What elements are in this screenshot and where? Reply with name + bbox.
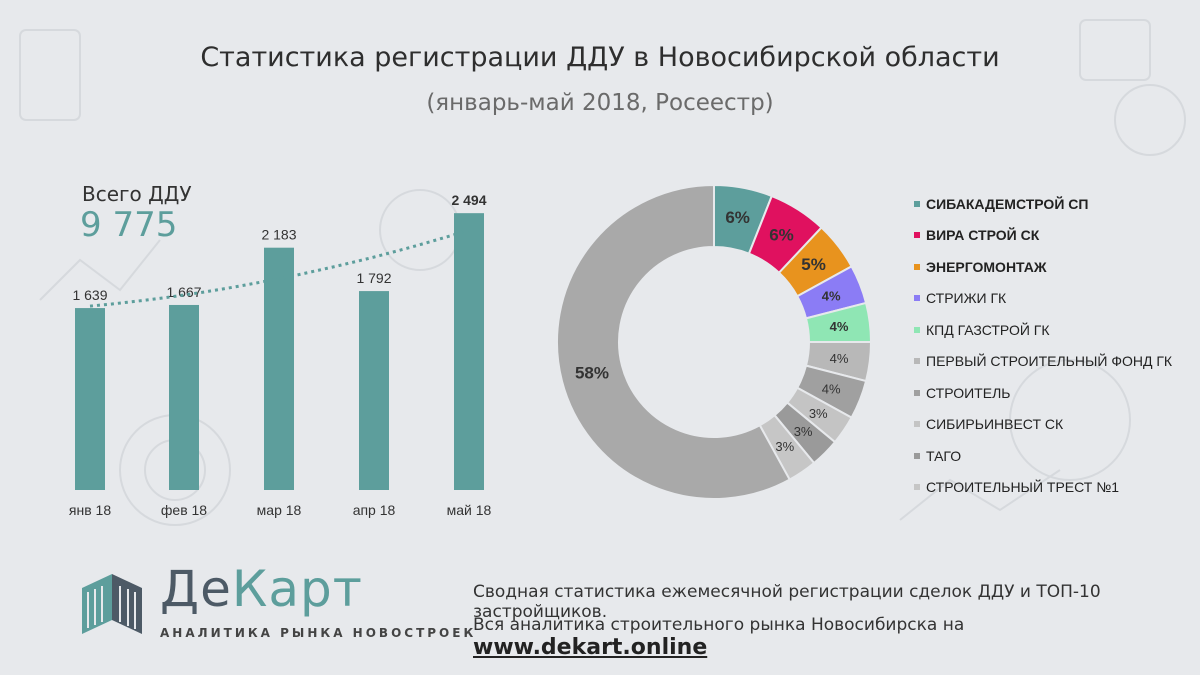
page-title: Статистика регистрации ДДУ в Новосибирск… [200,42,1000,73]
legend-swatch [914,326,920,333]
legend-label: СТРИЖИ ГК [926,290,1007,307]
pie-legend: СИБАКАДЕМСТРОЙ СП ВИРА СТРОЙ СК ЭНЕРГОМОНТ… [914,188,1172,503]
legend-item: КПД ГАЗСТРОЙ ГК [914,314,1172,346]
bar-4 [359,291,389,490]
pie-slice-label: 6% [725,208,750,227]
logo-wordmark-part1: Де [160,560,232,618]
pie-slice-11 [556,183,791,500]
total-label: Всего ДДУ [82,182,192,206]
bar-value-label: 1 792 [356,270,391,286]
legend-item: СИБАКАДЕМСТРОЙ СП [914,188,1172,220]
pie-slice-label: 58% [575,363,609,382]
bar-1 [75,308,105,490]
legend-label: СТРОИТЕЛЬНЫЙ ТРЕСТ №1 [926,479,1120,496]
legend-label: ЭНЕРГОМОНТАЖ [926,258,1047,275]
legend-swatch [914,263,920,270]
footer-line1: Сводная статистика ежемесячной регистрац… [473,582,1101,622]
legend-item: СТРИЖИ ГК [914,283,1172,315]
x-tick-label: фев 18 [161,502,207,518]
logo-wordmark-part2: Карт [231,560,363,618]
legend-swatch [914,295,920,302]
legend-label: ВИРА СТРОЙ СК [926,227,1040,244]
legend-item: СТРОИТЕЛЬ [914,377,1172,409]
pie-slice-label: 4% [830,319,849,334]
legend-swatch [914,200,920,207]
bar-2 [169,304,199,490]
legend-label: КПД ГАЗСТРОЙ ГК [926,321,1050,338]
bar-value-label: 2 494 [451,192,486,208]
bar-value-label: 1 639 [72,287,107,303]
legend-item: ПЕРВЫЙ СТРОИТЕЛЬНЫЙ ФОНД ГК [914,346,1172,378]
bar-5 [454,213,484,490]
legend-swatch [914,389,920,396]
website-link[interactable]: www.dekart.online [473,635,708,660]
legend-item: ЭНЕРГОМОНТАЖ [914,251,1172,283]
legend-label: СТРОИТЕЛЬ [926,384,1011,401]
legend-label: ПЕРВЫЙ СТРОИТЕЛЬНЫЙ ФОНД ГК [926,353,1173,370]
legend-label: СИБИРЬИНВЕСТ СК [926,416,1064,433]
legend-item: ТАГО [914,440,1172,472]
footer-line2-text: Вся аналитика строительного рынка Новоси… [473,615,965,635]
legend-item: ВИРА СТРОЙ СК [914,220,1172,252]
x-tick-label: янв 18 [69,502,111,518]
legend-swatch [914,484,920,491]
legend-item: СТРОИТЕЛЬНЫЙ ТРЕСТ №1 [914,472,1172,504]
pie-slice-label: 5% [801,255,826,274]
trend-line [89,228,470,308]
legend-swatch [914,358,920,365]
logo-wordmark: ДеКарт [160,560,363,618]
x-tick-label: апр 18 [353,502,396,518]
footer-line2: Вся аналитика строительного рынка Новоси… [473,615,1200,660]
pie-slice-label: 4% [830,351,849,366]
page-subtitle: (январь-май 2018, Росеестр) [426,90,774,116]
x-tick-label: мар 18 [257,502,302,518]
legend-swatch [914,232,920,239]
legend-swatch [914,452,920,459]
bar-3 [264,247,294,490]
legend-label: ТАГО [926,447,962,464]
pie-slice-label: 3% [794,424,813,439]
pie-slice-label: 3% [775,439,794,454]
pie-slice-label: 4% [822,289,841,304]
pie-slice-label: 6% [769,226,794,245]
logo-icon [82,574,142,634]
legend-swatch [914,421,920,428]
pie-slice-label: 3% [809,406,828,421]
logo-tagline: АНАЛИТИКА РЫНКА НОВОСТРОЕК [160,626,477,640]
x-tick-label: май 18 [447,502,492,518]
total-value: 9 775 [80,205,178,245]
legend-label: СИБАКАДЕМСТРОЙ СП [926,195,1089,212]
bar-value-label: 2 183 [261,227,296,243]
pie-slice-label: 4% [822,381,841,396]
legend-item: СИБИРЬИНВЕСТ СК [914,409,1172,441]
